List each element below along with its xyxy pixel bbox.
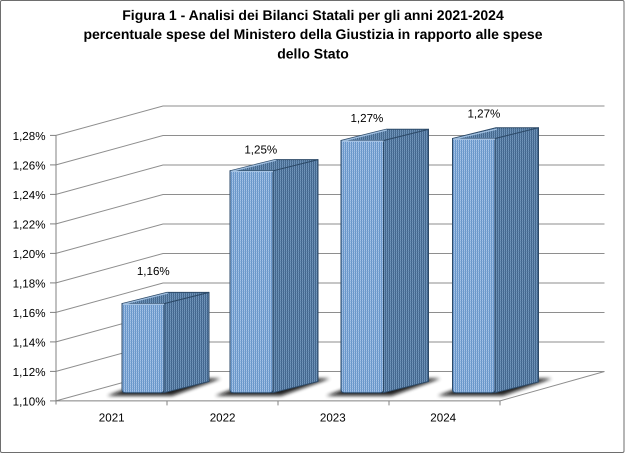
svg-text:percentuale spese del Minister: percentuale spese del Ministero della Gi… [83, 26, 542, 42]
svg-text:1,27%: 1,27% [350, 112, 383, 125]
svg-text:1,24%: 1,24% [13, 189, 46, 202]
svg-text:2024: 2024 [430, 412, 456, 425]
svg-text:1,20%: 1,20% [13, 248, 46, 261]
svg-text:1,22%: 1,22% [13, 219, 46, 232]
svg-text:2023: 2023 [320, 412, 346, 425]
svg-text:dello Stato: dello Stato [277, 45, 349, 61]
svg-text:2021: 2021 [99, 412, 125, 425]
svg-text:1,25%: 1,25% [244, 144, 277, 157]
svg-text:1,18%: 1,18% [13, 278, 46, 291]
svg-text:1,12%: 1,12% [13, 366, 46, 379]
svg-text:1,16%: 1,16% [13, 307, 46, 320]
svg-text:1,10%: 1,10% [13, 396, 46, 409]
svg-text:1,16%: 1,16% [137, 265, 170, 278]
svg-text:1,26%: 1,26% [13, 160, 46, 173]
svg-text:1,27%: 1,27% [467, 108, 500, 121]
svg-text:1,28%: 1,28% [13, 130, 46, 143]
svg-text:2022: 2022 [210, 412, 236, 425]
svg-text:Figura 1 - Analisi dei Bilanci: Figura 1 - Analisi dei Bilanci Statali p… [122, 7, 504, 23]
svg-text:1,14%: 1,14% [13, 337, 46, 350]
